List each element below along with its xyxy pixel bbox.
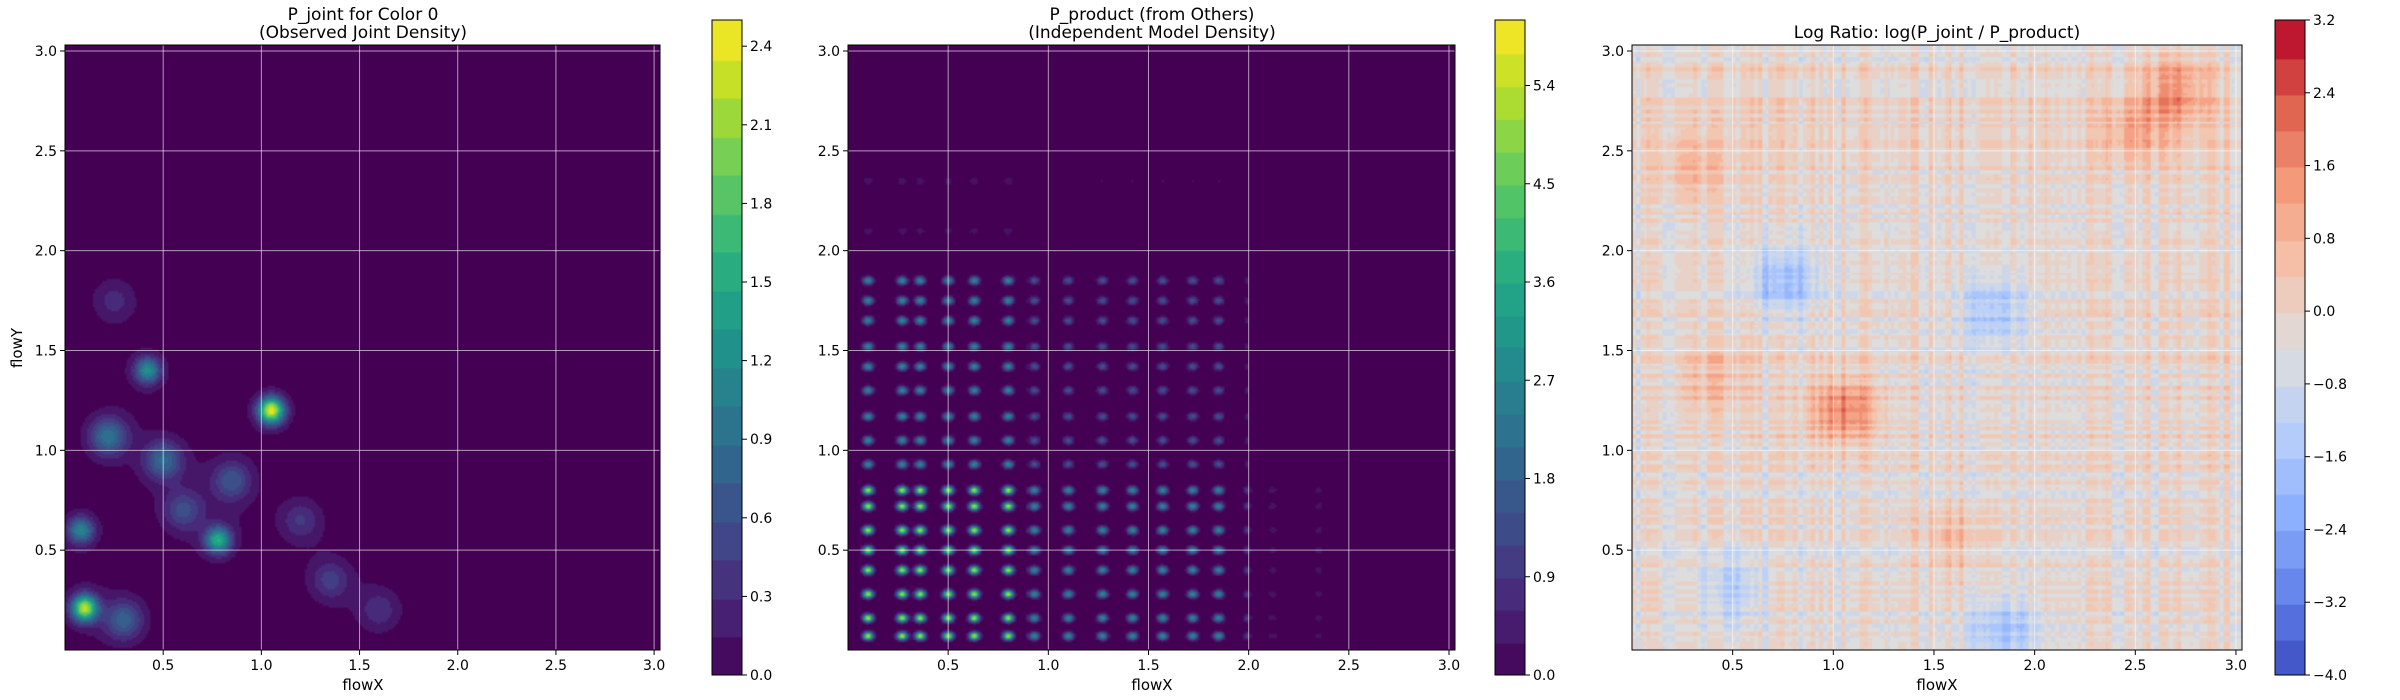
x-tick-label: 2.5: [545, 658, 567, 674]
x-tick-label: 1.0: [1822, 658, 1844, 674]
x-tick-label: 0.5: [1722, 658, 1744, 674]
y-tick-label: 1.0: [1602, 443, 1624, 459]
heatmap-image: [65, 45, 660, 650]
y-tick-label: 0.5: [818, 543, 840, 559]
grid: [1632, 45, 2242, 650]
y-tick-label: 2.0: [818, 244, 840, 260]
colorbar-tick-label: −1.6: [2313, 450, 2347, 466]
colorbar-ticks: 0.0 0.9 1.8 2.7 3.6 4.5 5.4: [1525, 79, 1555, 684]
x-tick-label: 3.0: [643, 658, 665, 674]
panel-log-ratio: Log Ratio: log(P_joint / P_product) 0.5 1…: [1602, 13, 2347, 694]
x-tick-label: 2.0: [2024, 658, 2046, 674]
colorbar-tick-label: 1.6: [2313, 159, 2335, 175]
title-line2: (Independent Model Density): [1028, 23, 1276, 43]
colorbar-frame: [711, 19, 743, 676]
grid: [65, 45, 660, 650]
colorbar-tick-label: 3.2: [2313, 13, 2335, 29]
x-tick-label: 3.0: [1438, 658, 1460, 674]
colorbar-image: [2275, 20, 2305, 675]
x-axis-label: flowX: [1131, 676, 1172, 694]
title-line1: P_product (from Others): [1050, 5, 1255, 25]
axes-frame: [64, 44, 661, 651]
x-ticks: 0.5 1.0 1.5 2.0 2.5 3.0: [1722, 650, 2247, 674]
colorbar-tick-label: 1.8: [1533, 472, 1555, 488]
y-ticks: 0.5 1.0 1.5 2.0 2.5 3.0: [818, 44, 848, 559]
y-tick-label: 1.0: [818, 443, 840, 459]
heatmap-image: [1632, 45, 2242, 650]
colorbar-ticks: 0.0 0.3 0.6 0.9 1.2 1.5 1.8 2.1 2.4: [742, 39, 772, 684]
y-tick-label: 1.0: [35, 443, 57, 459]
x-tick-label: 2.0: [1238, 658, 1260, 674]
y-tick-label: 2.0: [1602, 244, 1624, 260]
x-tick-label: 2.0: [447, 658, 469, 674]
x-tick-label: 1.5: [1923, 658, 1945, 674]
y-tick-label: 2.5: [35, 144, 57, 160]
axes-frame: [1631, 44, 2243, 651]
colorbar-tick-label: 1.8: [750, 196, 772, 212]
grid: [848, 45, 1455, 650]
colorbar-image: [1495, 20, 1525, 675]
colorbar-tick-label: −3.2: [2313, 595, 2347, 611]
y-tick-label: 3.0: [818, 44, 840, 60]
x-tick-label: 1.5: [348, 658, 370, 674]
heatmap-image: [848, 45, 1455, 650]
x-axis-label: flowX: [1916, 676, 1957, 694]
y-ticks: 0.5 1.0 1.5 2.0 2.5 3.0: [35, 44, 65, 559]
y-tick-label: 0.5: [35, 543, 57, 559]
y-tick-label: 2.5: [1602, 144, 1624, 160]
colorbar-tick-label: −2.4: [2313, 522, 2347, 538]
y-tick-label: 0.5: [1602, 543, 1624, 559]
x-ticks: 0.5 1.0 1.5 2.0 2.5 3.0: [937, 650, 1460, 674]
axes-frame: [847, 44, 1456, 651]
title-line2: (Observed Joint Density): [259, 23, 467, 43]
colorbar-tick-label: 2.4: [750, 39, 772, 55]
colorbar-tick-label: 0.3: [750, 589, 772, 605]
x-tick-label: 0.5: [152, 658, 174, 674]
colorbar-tick-label: 3.6: [1533, 275, 1555, 291]
y-tick-label: 1.5: [35, 343, 57, 359]
x-tick-label: 1.0: [250, 658, 272, 674]
y-tick-label: 3.0: [35, 44, 57, 60]
x-tick-label: 3.0: [2225, 658, 2247, 674]
x-ticks: 0.5 1.0 1.5 2.0 2.5 3.0: [152, 650, 665, 674]
x-axis-label: flowX: [342, 676, 383, 694]
x-tick-label: 2.5: [1338, 658, 1360, 674]
colorbar-tick-label: 0.0: [1533, 668, 1555, 684]
colorbar-tick-label: 2.7: [1533, 373, 1555, 389]
colorbar-ticks: −4.0 −3.2 −2.4 −1.6 −0.8 0.0 0.8 1.6 2.4 3.2: [2305, 13, 2347, 684]
colorbar-tick-label: −0.8: [2313, 377, 2347, 393]
x-tick-label: 2.5: [2124, 658, 2146, 674]
x-tick-label: 1.5: [1137, 658, 1159, 674]
colorbar-frame: [2274, 19, 2306, 676]
colorbar-tick-label: 0.9: [1533, 570, 1555, 586]
x-tick-label: 0.5: [937, 658, 959, 674]
y-tick-label: 2.5: [818, 144, 840, 160]
colorbar-image: [712, 20, 742, 675]
colorbar-tick-label: 4.5: [1533, 177, 1555, 193]
colorbar-tick-label: 0.0: [750, 668, 772, 684]
y-tick-label: 1.5: [1602, 343, 1624, 359]
colorbar-tick-label: 2.4: [2313, 86, 2335, 102]
y-tick-label: 1.5: [818, 343, 840, 359]
colorbar-tick-label: −4.0: [2313, 668, 2347, 684]
colorbar-tick-label: 0.9: [750, 432, 772, 448]
colorbar-tick-label: 0.8: [2313, 231, 2335, 247]
colorbar-tick-label: 0.0: [2313, 304, 2335, 320]
colorbar-tick-label: 2.1: [750, 118, 772, 134]
panel-p-joint: P_joint for Color 0 (Observed Joint Dens…: [8, 5, 772, 694]
colorbar-tick-label: 1.5: [750, 275, 772, 291]
colorbar-tick-label: 0.6: [750, 511, 772, 527]
y-tick-label: 2.0: [35, 244, 57, 260]
y-tick-label: 3.0: [1602, 44, 1624, 60]
title-line1: P_joint for Color 0: [288, 5, 439, 25]
colorbar-tick-label: 5.4: [1533, 79, 1555, 95]
y-ticks: 0.5 1.0 1.5 2.0 2.5 3.0: [1602, 44, 1632, 559]
panel-p-product: P_product (from Others) (Independent Mod…: [818, 5, 1556, 694]
x-tick-label: 1.0: [1037, 658, 1059, 674]
title: Log Ratio: log(P_joint / P_product): [1794, 23, 2080, 43]
y-axis-label: flowY: [8, 327, 26, 368]
colorbar-frame: [1494, 19, 1526, 676]
colorbar-tick-label: 1.2: [750, 354, 772, 370]
